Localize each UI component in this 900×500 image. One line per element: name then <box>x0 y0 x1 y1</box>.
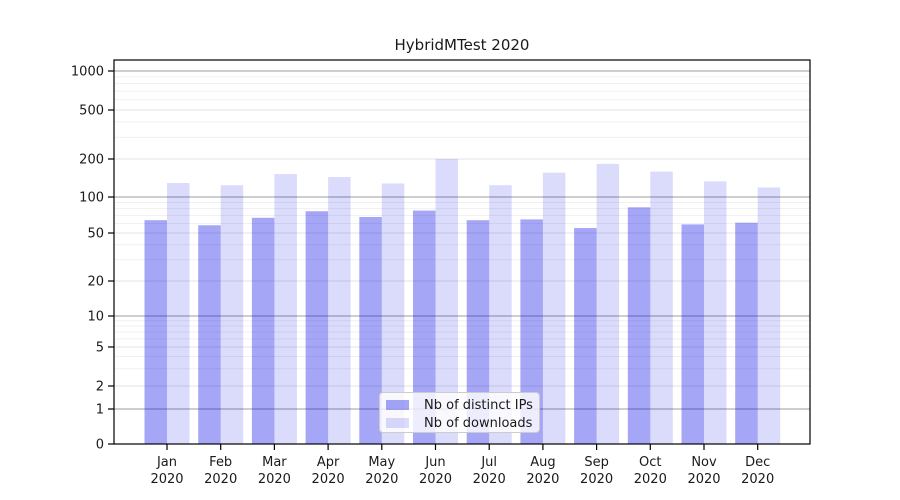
legend-item: Nb of downloads <box>386 414 539 432</box>
bar-downloads-mar <box>274 174 297 444</box>
legend: Nb of distinct IPs Nb of downloads <box>379 392 540 433</box>
x-tick-label-oct: Oct <box>639 455 661 470</box>
x-tick-label-year: 2020 <box>204 472 237 487</box>
bar-distinct-ips-nov <box>681 224 704 444</box>
y-tick-label-2: 2 <box>96 380 104 395</box>
y-tick-label-200: 200 <box>79 153 104 168</box>
plot-border <box>113 59 811 445</box>
bar-distinct-ips-apr <box>305 211 329 444</box>
x-tick-label-feb: Feb <box>209 455 232 470</box>
chart-title: HybridMTest 2020 <box>394 36 530 54</box>
x-tick-label-year: 2020 <box>258 472 291 487</box>
y-tick-label-500: 500 <box>79 104 104 119</box>
bar-distinct-ips-jul <box>466 220 490 444</box>
bar-downloads-aug <box>542 172 566 444</box>
y-tick-label-5: 5 <box>96 341 104 356</box>
y-tick-label-1: 1 <box>96 403 104 418</box>
x-tick-label-jun: Jun <box>424 455 445 470</box>
x-tick-label-year: 2020 <box>580 472 613 487</box>
bar-downloads-nov <box>704 181 727 445</box>
y-tick-label-50: 50 <box>87 227 104 242</box>
bar-distinct-ips-oct <box>627 207 651 444</box>
bar-downloads-sep <box>596 163 620 444</box>
legend-swatch-downloads <box>386 418 409 428</box>
x-tick-label-may: May <box>368 455 395 470</box>
x-tick-label-year: 2020 <box>419 472 452 487</box>
bar-downloads-feb <box>220 185 244 444</box>
bar-downloads-oct <box>650 171 673 445</box>
x-tick-label-apr: Apr <box>317 455 340 470</box>
x-tick-label-aug: Aug <box>530 455 555 470</box>
x-tick-label-year: 2020 <box>634 472 667 487</box>
x-tick-label-year: 2020 <box>365 472 398 487</box>
x-tick-label-year: 2020 <box>150 472 183 487</box>
legend-item: Nb of distinct IPs <box>386 396 539 414</box>
bar-distinct-ips-jun <box>413 210 436 444</box>
bar-distinct-ips-aug <box>520 219 543 444</box>
y-tick-label-20: 20 <box>87 275 104 290</box>
y-tick-label-100: 100 <box>79 191 104 206</box>
bar-downloads-jul <box>489 185 512 444</box>
bar-distinct-ips-sep <box>574 228 597 444</box>
x-tick-label-year: 2020 <box>473 472 506 487</box>
bar-downloads-may <box>381 183 405 444</box>
x-tick-label-year: 2020 <box>687 472 720 487</box>
y-tick-label-10: 10 <box>87 310 104 325</box>
bar-downloads-apr <box>328 177 351 444</box>
legend-item-label: Nb of distinct IPs <box>424 397 533 413</box>
y-tick-label-1000: 1000 <box>71 65 104 80</box>
bar-distinct-ips-feb <box>198 225 221 444</box>
bar-downloads-jan <box>167 183 190 444</box>
x-tick-label-sep: Sep <box>584 455 609 470</box>
legend-item-label: Nb of downloads <box>424 415 533 431</box>
bar-distinct-ips-may <box>359 217 382 444</box>
x-tick-label-year: 2020 <box>741 472 774 487</box>
bar-downloads-jun <box>435 159 458 444</box>
x-tick-label-dec: Dec <box>745 455 770 470</box>
x-tick-label-jan: Jan <box>156 455 177 470</box>
bar-distinct-ips-jan <box>144 220 167 444</box>
x-tick-label-mar: Mar <box>262 455 287 470</box>
y-tick-label-0: 0 <box>96 438 104 453</box>
bar-distinct-ips-mar <box>251 217 275 444</box>
bar-distinct-ips-dec <box>735 222 758 444</box>
bar-downloads-dec <box>757 187 781 445</box>
x-tick-label-year: 2020 <box>312 472 345 487</box>
x-tick-label-year: 2020 <box>526 472 559 487</box>
legend-swatch-distinct-ips <box>386 400 409 410</box>
x-tick-label-jul: Jul <box>480 455 497 470</box>
x-tick-label-nov: Nov <box>691 455 717 470</box>
